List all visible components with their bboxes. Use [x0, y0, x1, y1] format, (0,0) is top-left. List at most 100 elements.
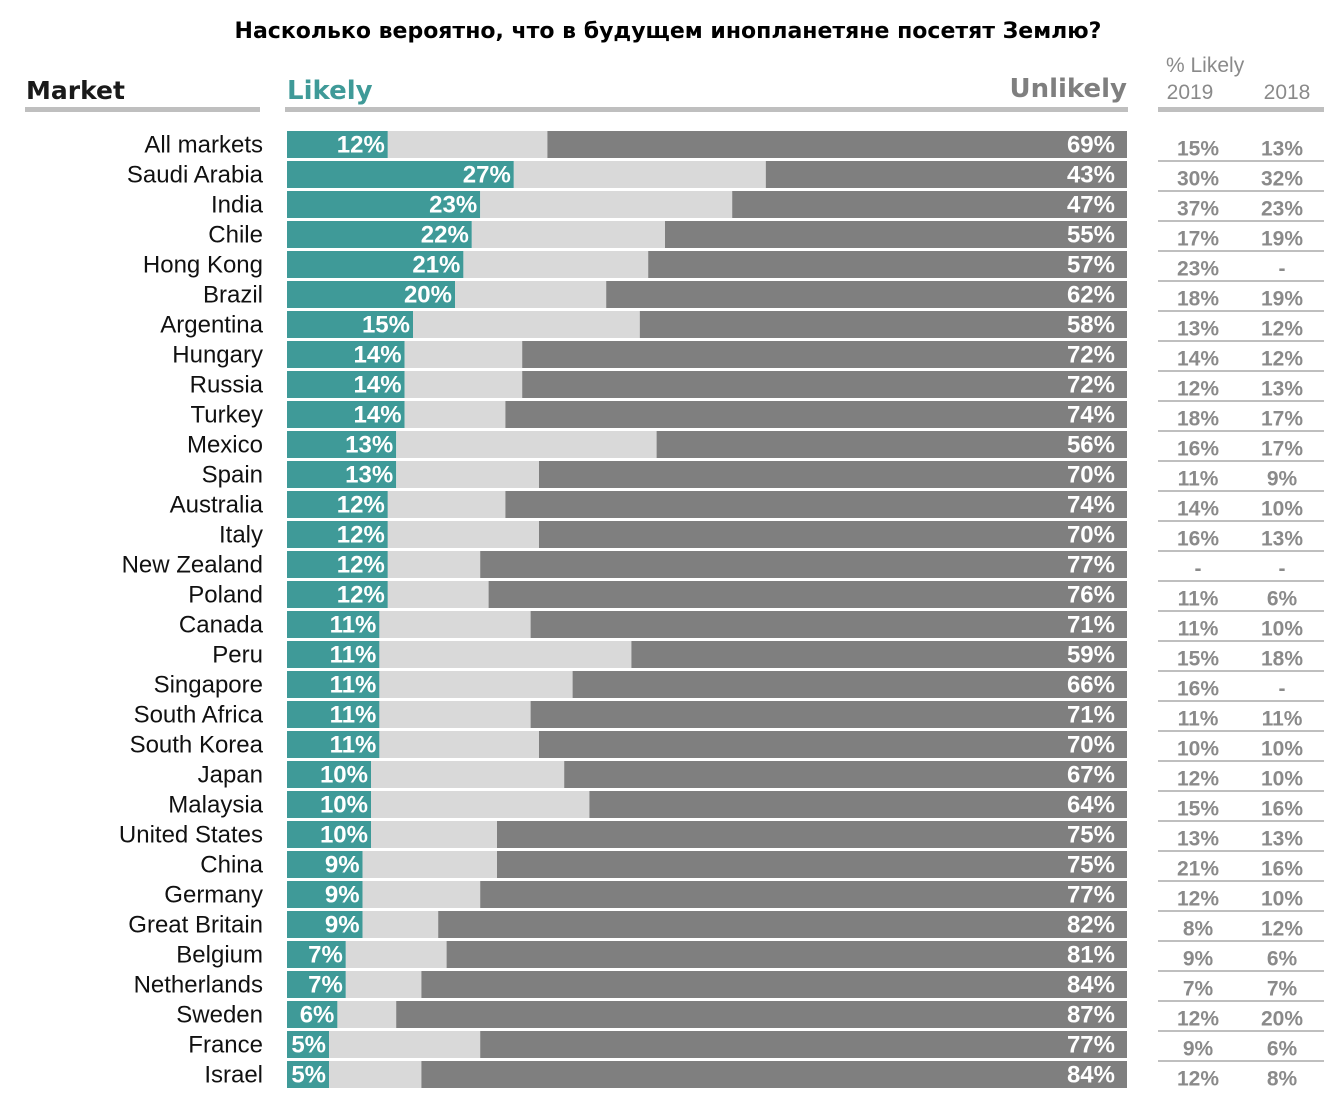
comparison-row-rule — [1158, 670, 1324, 672]
comparison-row-rule — [1158, 820, 1324, 822]
unlikely-bar — [539, 461, 1127, 488]
likely-value-label: 12% — [337, 492, 385, 519]
category-label: Chile — [208, 222, 263, 249]
neutral-bar — [480, 191, 733, 218]
unlikely-value-label: 62% — [1067, 282, 1115, 309]
likely-2018-value: 20% — [1261, 1008, 1303, 1031]
category-label: Italy — [219, 522, 263, 549]
unlikely-value-label: 72% — [1067, 372, 1115, 399]
likely-value-label: 13% — [345, 432, 393, 459]
unlikely-value-label: 70% — [1067, 732, 1115, 759]
likely-value-label: 7% — [308, 972, 343, 999]
unlikely-value-label: 76% — [1067, 582, 1115, 609]
market-column-header: Market — [26, 76, 125, 105]
category-label: United States — [119, 822, 263, 849]
likely-2019-value: 10% — [1177, 738, 1219, 761]
year-2018-header: 2018 — [1264, 81, 1311, 104]
neutral-bar — [379, 611, 531, 638]
likely-value-label: 11% — [330, 612, 377, 639]
comparison-row-rule — [1158, 190, 1324, 192]
neutral-bar — [379, 731, 539, 758]
unlikely-value-label: 71% — [1067, 702, 1115, 729]
likely-2018-value: 12% — [1261, 318, 1303, 341]
likely-value-label: 20% — [404, 282, 452, 309]
unlikely-bar — [421, 971, 1127, 998]
likely-value-label: 5% — [291, 1062, 326, 1089]
unlikely-bar — [396, 1001, 1127, 1028]
comparison-row-rule — [1158, 370, 1324, 372]
category-label: Hong Kong — [143, 252, 263, 279]
unlikely-value-label: 77% — [1067, 882, 1115, 909]
likely-2018-value: 11% — [1262, 708, 1303, 731]
unlikely-bar — [765, 161, 1127, 188]
unlikely-value-label: 84% — [1067, 1062, 1115, 1089]
comparison-row-rule — [1158, 970, 1324, 972]
neutral-bar — [329, 1061, 422, 1088]
neutral-bar — [513, 161, 766, 188]
unlikely-value-label: 67% — [1067, 762, 1115, 789]
likely-2018-value: 13% — [1261, 378, 1303, 401]
comparison-row-rule — [1158, 550, 1324, 552]
unlikely-value-label: 59% — [1067, 642, 1115, 669]
unlikely-bar — [572, 671, 1127, 698]
likely-2019-value: 14% — [1177, 498, 1219, 521]
category-label: Hungary — [172, 342, 263, 369]
likely-bar — [287, 761, 371, 788]
chart-title: Насколько вероятно, что в будущем инопла… — [235, 19, 1102, 44]
market-header-rule — [25, 107, 260, 112]
comparison-row-rule — [1158, 1060, 1324, 1062]
likely-2018-value: 13% — [1261, 138, 1303, 161]
unlikely-value-label: 56% — [1067, 432, 1115, 459]
unlikely-bar — [505, 401, 1127, 428]
comparison-row-rule — [1158, 460, 1324, 462]
category-label: All markets — [144, 132, 263, 159]
likely-bar — [287, 1061, 329, 1088]
comparison-row-rule — [1158, 250, 1324, 252]
likely-2019-value: 18% — [1177, 408, 1219, 431]
neutral-bar — [379, 641, 632, 668]
likely-header: Likely — [287, 76, 373, 106]
unlikely-bar — [631, 641, 1127, 668]
comparison-row-rule — [1158, 490, 1324, 492]
category-label: Great Britain — [128, 912, 263, 939]
comparison-row-rule — [1158, 220, 1324, 222]
likely-bar — [287, 941, 346, 968]
comparison-row-rule — [1158, 790, 1324, 792]
likely-2018-value: 17% — [1261, 438, 1303, 461]
unlikely-value-label: 75% — [1067, 822, 1115, 849]
likely-2018-value: 12% — [1261, 918, 1303, 941]
likely-value-label: 12% — [337, 552, 385, 579]
neutral-bar — [404, 341, 523, 368]
unlikely-bar — [497, 821, 1127, 848]
likely-value-label: 6% — [300, 1002, 335, 1029]
neutral-bar — [387, 521, 539, 548]
unlikely-bar — [656, 431, 1127, 458]
neutral-bar — [387, 131, 548, 158]
likely-bar — [287, 821, 371, 848]
neutral-bar — [337, 1001, 397, 1028]
likely-2019-value: 37% — [1177, 198, 1219, 221]
comparison-row-rule — [1158, 280, 1324, 282]
likely-2019-value: 21% — [1177, 858, 1219, 881]
likely-2019-value: 9% — [1183, 948, 1214, 971]
comparison-row-rule — [1158, 610, 1324, 612]
unlikely-bar — [665, 221, 1127, 248]
likely-2018-value: 17% — [1261, 408, 1303, 431]
likely-bar — [287, 731, 380, 758]
neutral-bar — [379, 671, 573, 698]
likely-value-label: 12% — [337, 132, 385, 159]
likely-bar — [287, 341, 405, 368]
likely-bar — [287, 311, 413, 338]
neutral-bar — [455, 281, 607, 308]
category-label: Israel — [204, 1062, 263, 1089]
likely-bar — [287, 611, 380, 638]
category-label: Singapore — [154, 672, 263, 699]
neutral-bar — [387, 491, 506, 518]
category-label: South Africa — [134, 702, 264, 729]
category-label: Belgium — [176, 942, 263, 969]
neutral-bar — [329, 1031, 481, 1058]
likely-2018-value: 10% — [1261, 498, 1303, 521]
unlikely-bar — [497, 851, 1127, 878]
unlikely-bar — [732, 191, 1127, 218]
category-label: Japan — [198, 762, 263, 789]
